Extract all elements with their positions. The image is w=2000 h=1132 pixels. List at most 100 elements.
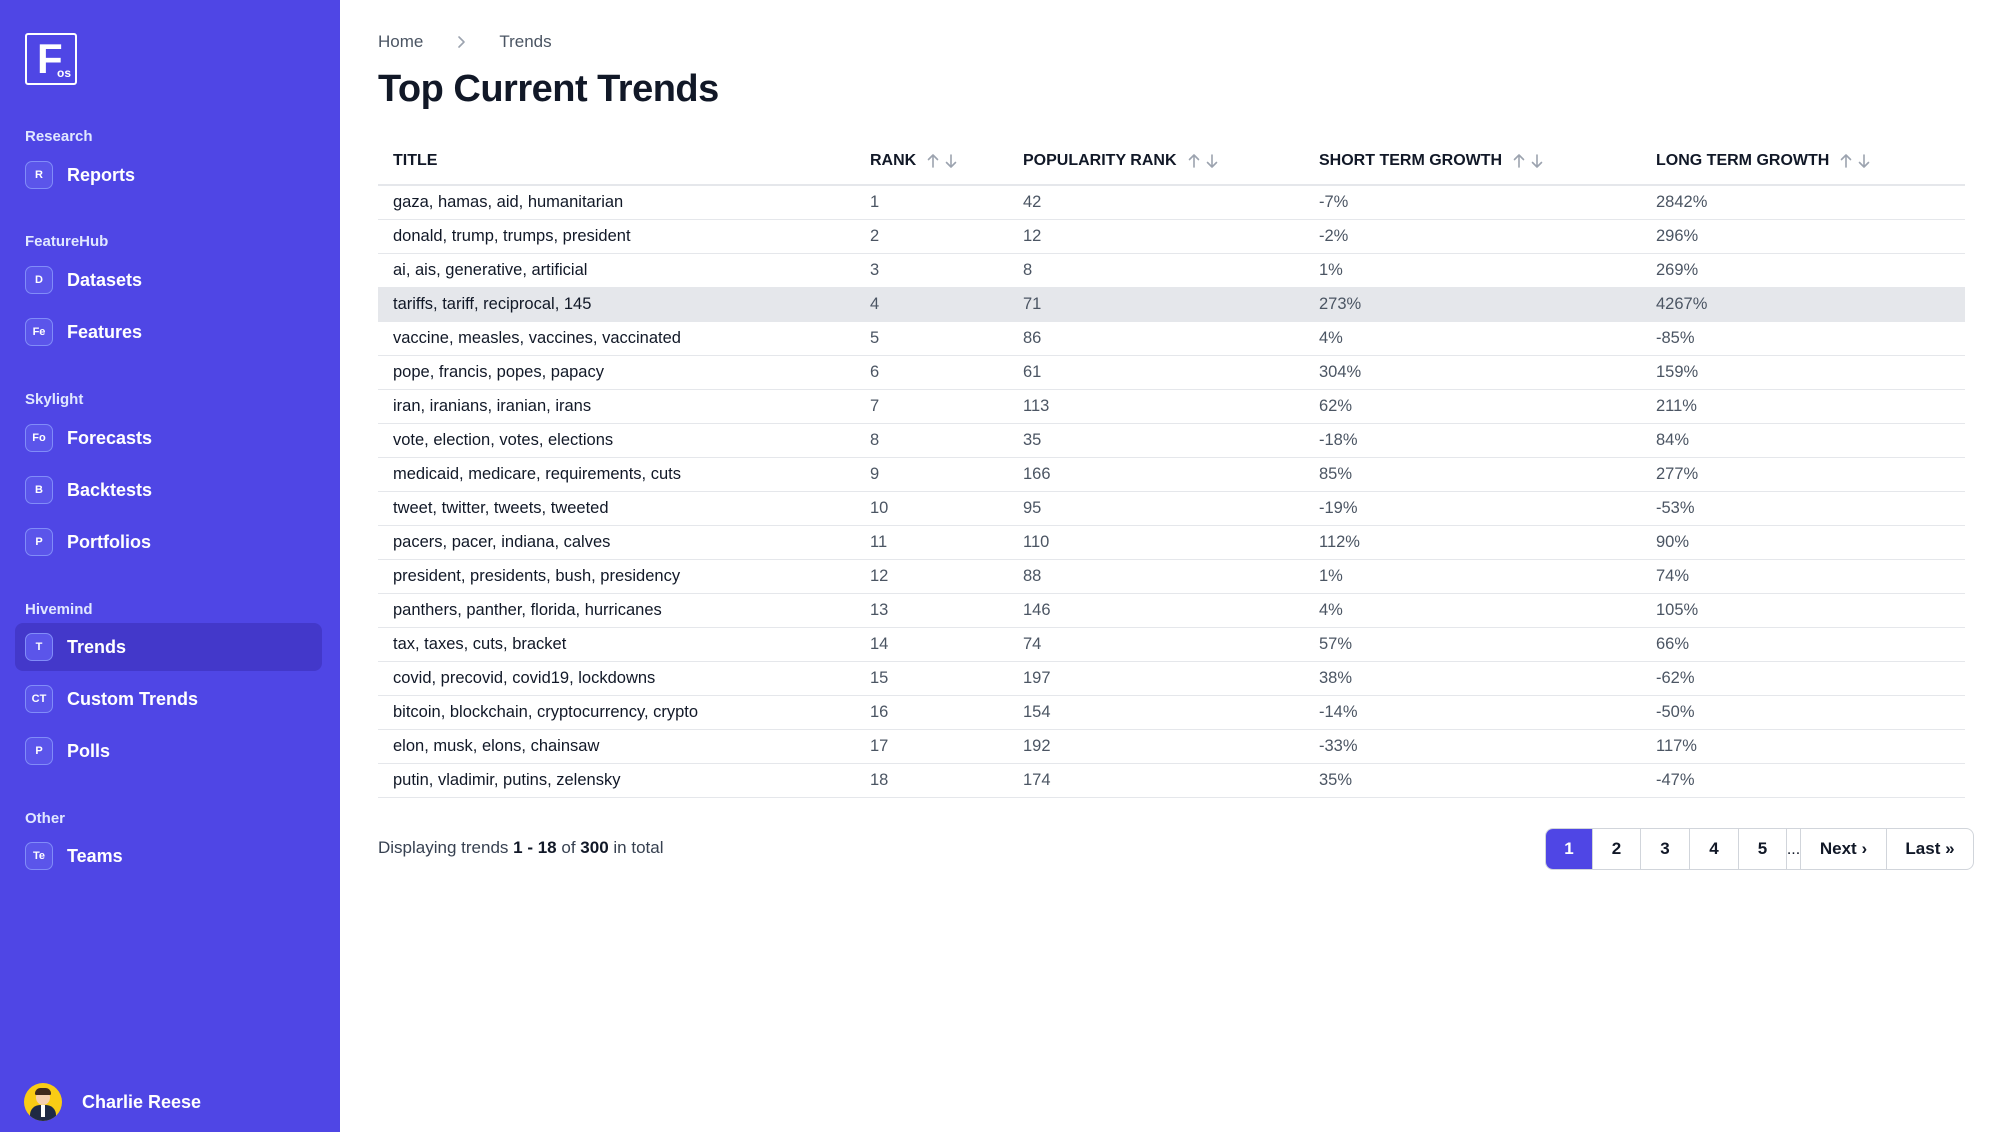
sort-controls[interactable] — [1187, 153, 1223, 169]
cell-rank: 1 — [855, 185, 1008, 220]
page-button-4[interactable]: 4 — [1690, 829, 1739, 869]
section-other: Other — [25, 810, 66, 827]
app-logo[interactable]: F os — [25, 33, 77, 85]
sort-up-icon[interactable] — [1839, 153, 1853, 169]
table-row[interactable]: elon, musk, elons, chainsaw 17 192 -33% 117% — [378, 729, 1965, 764]
pagination-ellipsis: ... — [1787, 829, 1801, 869]
sidebar-item-reports[interactable]: R Reports — [15, 151, 322, 199]
column-header-rank[interactable]: RANK — [855, 138, 1008, 186]
cell-title: tariffs, tariff, reciprocal, 145 — [378, 287, 855, 322]
sort-up-icon[interactable] — [1512, 153, 1526, 169]
teams-icon: Te — [25, 842, 53, 870]
table-header-row: TITLE RANK POPULARITY RANK SHORT TERM GR… — [378, 138, 1965, 186]
sidebar-item-label: Features — [67, 321, 143, 342]
sidebar-item-label: Backtests — [67, 479, 153, 500]
sidebar-item-label: Polls — [67, 740, 111, 761]
cell-rank: 14 — [855, 627, 1008, 662]
summary-suffix: in total — [613, 838, 664, 857]
sort-down-icon[interactable] — [1205, 153, 1219, 169]
cell-popularity-rank: 88 — [1008, 559, 1304, 594]
sort-controls[interactable] — [1839, 153, 1875, 169]
page-button-3[interactable]: 3 — [1641, 829, 1690, 869]
table-row[interactable]: panthers, panther, florida, hurricanes 13… — [378, 593, 1965, 628]
section-hivemind: Hivemind — [25, 601, 93, 618]
polls-icon: P — [25, 737, 53, 765]
sort-up-icon[interactable] — [926, 153, 940, 169]
sort-controls[interactable] — [1512, 153, 1548, 169]
table-row[interactable]: covid, precovid, covid19, lockdowns 15 197… — [378, 661, 1965, 696]
cell-popularity-rank: 95 — [1008, 491, 1304, 526]
table-row[interactable]: vaccine, measles, vaccines, vaccinated 5 8… — [378, 321, 1965, 356]
cell-rank: 8 — [855, 423, 1008, 458]
cell-long-term-growth: 296% — [1641, 219, 1965, 254]
sort-down-icon[interactable] — [944, 153, 958, 169]
sidebar-item-features[interactable]: Fe Features — [15, 308, 322, 356]
sort-up-icon[interactable] — [1187, 153, 1201, 169]
custom-trends-icon: CT — [25, 685, 53, 713]
table-row[interactable]: tariffs, tariff, reciprocal, 145 4 71 273% 4… — [378, 287, 1965, 322]
sidebar-item-datasets[interactable]: D Datasets — [15, 256, 322, 304]
sidebar-item-polls[interactable]: P Polls — [15, 727, 322, 775]
sidebar-item-forecasts[interactable]: Fo Forecasts — [15, 414, 322, 462]
cell-popularity-rank: 8 — [1008, 253, 1304, 288]
cell-short-term-growth: 4% — [1304, 593, 1641, 628]
sidebar-item-backtests[interactable]: B Backtests — [15, 466, 322, 514]
page-title: Top Current Trends — [378, 68, 719, 110]
sidebar-item-trends[interactable]: T Trends — [15, 623, 322, 671]
column-header-short-term-growth[interactable]: SHORT TERM GROWTH — [1304, 138, 1641, 186]
table-row[interactable]: tweet, twitter, tweets, tweeted 10 95 -19% -… — [378, 491, 1965, 526]
cell-popularity-rank: 86 — [1008, 321, 1304, 356]
table-row[interactable]: putin, vladimir, putins, zelensky 18 174 35… — [378, 763, 1965, 798]
page-button-5[interactable]: 5 — [1739, 829, 1787, 869]
sidebar: F os Research R Reports FeatureHub D Dat… — [0, 0, 340, 1132]
avatar — [24, 1083, 62, 1121]
next-page-button[interactable]: Next › — [1801, 829, 1887, 869]
pagination: 1 2 3 4 5 ... Next › Last » — [1545, 828, 1974, 870]
sidebar-item-custom-trends[interactable]: CT Custom Trends — [15, 675, 322, 723]
sidebar-item-teams[interactable]: Te Teams — [15, 832, 322, 880]
table-row[interactable]: tax, taxes, cuts, bracket 14 74 57% 66% — [378, 627, 1965, 662]
cell-rank: 5 — [855, 321, 1008, 356]
table-row[interactable]: president, presidents, bush, presidency 1… — [378, 559, 1965, 594]
sort-controls[interactable] — [926, 153, 962, 169]
sidebar-item-label: Forecasts — [67, 427, 153, 448]
table-row[interactable]: vote, election, votes, elections 8 35 -18% 8… — [378, 423, 1965, 458]
user-profile[interactable]: Charlie Reese — [24, 1083, 201, 1121]
cell-title: donald, trump, trumps, president — [378, 219, 855, 254]
cell-rank: 16 — [855, 695, 1008, 730]
table-row[interactable]: donald, trump, trumps, president 2 12 -2% 29… — [378, 219, 1965, 254]
table-row[interactable]: iran, iranians, iranian, irans 7 113 62% 211… — [378, 389, 1965, 424]
cell-short-term-growth: 1% — [1304, 559, 1641, 594]
column-header-long-term-growth[interactable]: LONG TERM GROWTH — [1641, 138, 1965, 186]
table-row[interactable]: medicaid, medicare, requirements, cuts 9 1… — [378, 457, 1965, 492]
datasets-icon: D — [25, 266, 53, 294]
page-button-2[interactable]: 2 — [1593, 829, 1641, 869]
backtests-icon: B — [25, 476, 53, 504]
column-header-popularity-rank[interactable]: POPULARITY RANK — [1008, 138, 1304, 186]
last-page-button[interactable]: Last » — [1905, 839, 1955, 858]
logo-letter: F — [37, 35, 63, 82]
table-row[interactable]: ai, ais, generative, artificial 3 8 1% 269% — [378, 253, 1965, 288]
cell-short-term-growth: 62% — [1304, 389, 1641, 424]
cell-short-term-growth: 304% — [1304, 355, 1641, 390]
features-icon: Fe — [25, 318, 53, 346]
logo-sub: os — [56, 66, 71, 80]
cell-short-term-growth: -14% — [1304, 695, 1641, 730]
sidebar-item-portfolios[interactable]: P Portfolios — [15, 518, 322, 566]
cell-short-term-growth: -2% — [1304, 219, 1641, 254]
table-row[interactable]: bitcoin, blockchain, cryptocurrency, cry… — [378, 695, 1965, 730]
sidebar-item-label: Trends — [67, 636, 127, 657]
table-row[interactable]: pope, francis, popes, papacy 6 61 304% 159% — [378, 355, 1965, 390]
breadcrumb-trends[interactable]: Trends — [499, 32, 552, 51]
sort-down-icon[interactable] — [1530, 153, 1544, 169]
cell-short-term-growth: -19% — [1304, 491, 1641, 526]
page-button-1[interactable]: 1 — [1546, 829, 1593, 869]
sort-down-icon[interactable] — [1857, 153, 1871, 169]
table-row[interactable]: gaza, hamas, aid, humanitarian 1 42 -7% 2842… — [378, 185, 1965, 220]
breadcrumb-home[interactable]: Home — [378, 32, 424, 51]
cell-popularity-rank: 174 — [1008, 763, 1304, 798]
table-row[interactable]: pacers, pacer, indiana, calves 11 110 112% 9… — [378, 525, 1965, 560]
cell-short-term-growth: -18% — [1304, 423, 1641, 458]
cell-popularity-rank: 113 — [1008, 389, 1304, 424]
cell-long-term-growth: 2842% — [1641, 185, 1965, 220]
